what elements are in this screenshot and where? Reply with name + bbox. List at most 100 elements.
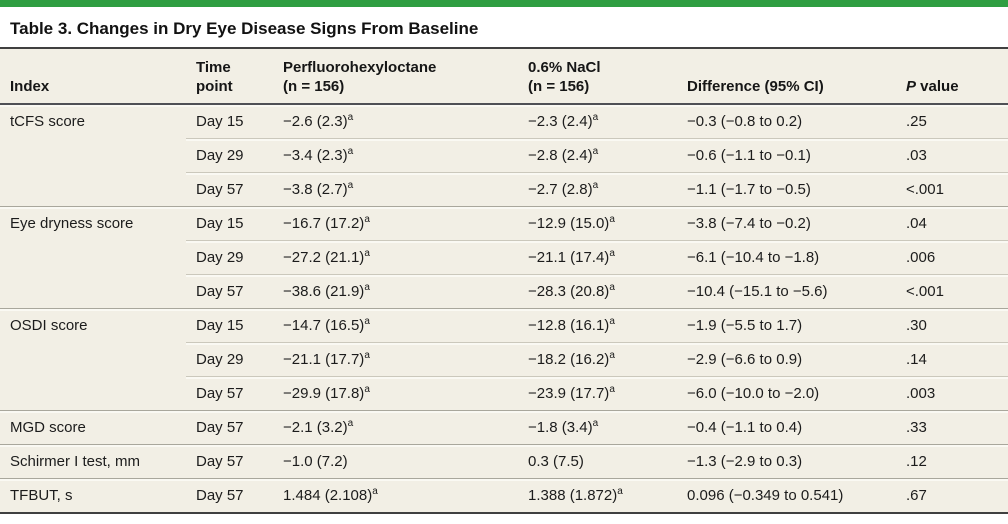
time-cell: Day 15 <box>186 103 273 139</box>
time-cell: Day 57 <box>186 410 273 445</box>
footnote-marker: a <box>347 418 354 429</box>
difference-cell: −1.9 (−5.5 to 1.7) <box>677 308 896 343</box>
col-header-diff: Difference (95% CI) <box>677 48 896 105</box>
time-cell: Day 15 <box>186 308 273 343</box>
nacl-value-cell: −21.1 (17.4)a <box>518 240 677 275</box>
table-row: Schirmer I test, mm Day 57 −1.0 (7.2) 0.3 (… <box>0 444 1008 479</box>
index-cell: TFBUT, s <box>0 478 186 513</box>
p-value-cell: .33 <box>896 410 1008 445</box>
table-row: tCFS score Day 15 −2.6 (2.3)a −2.3 (2.4)a −0… <box>0 103 1008 207</box>
table-row: Eye dryness score Day 15 −16.7 (17.2)a −12.… <box>0 206 1008 309</box>
difference-cell: −0.3 (−0.8 to 0.2) <box>677 103 896 139</box>
p-value-cell: .14 <box>896 342 1008 377</box>
nacl-value-cell: −1.8 (3.4)a <box>518 410 677 445</box>
table-row: MGD score Day 57 −2.1 (3.2)a −1.8 (3.4)a −0.… <box>0 410 1008 445</box>
nacl-value-cell: −2.7 (2.8)a <box>518 172 677 207</box>
footnote-marker: a <box>364 384 370 395</box>
footnote-marker: a <box>364 350 370 361</box>
nacl-value-cell: −12.8 (16.1)a <box>518 308 677 343</box>
italic-lead: P <box>906 78 917 95</box>
pfh-value-cell: −27.2 (21.1)a <box>273 240 518 275</box>
footnote-marker: a <box>609 384 615 395</box>
pfh-value-cell: −29.9 (17.8)a <box>273 376 518 411</box>
difference-cell: −6.1 (−10.4 to −1.8) <box>677 240 896 275</box>
time-cell: Day 57 <box>186 478 273 513</box>
data-table: Index Time point Perfluorohexyloctane (n =… <box>0 47 1008 514</box>
difference-cell: −10.4 (−15.1 to −5.6) <box>677 274 896 309</box>
footnote-marker: a <box>347 180 354 191</box>
difference-cell: 0.096 (−0.349 to 0.541) <box>677 478 896 513</box>
table-title: Table 3. Changes in Dry Eye Disease Sign… <box>10 19 479 38</box>
col-header-index: Index <box>0 48 186 105</box>
pfh-value-cell: −2.1 (3.2)a <box>273 410 518 445</box>
pfh-value-cell: 1.484 (2.108)a <box>273 478 518 513</box>
p-value-cell: <.001 <box>896 172 1008 207</box>
footnote-marker: a <box>617 486 623 497</box>
nacl-value-cell: −2.3 (2.4)a <box>518 103 677 139</box>
pfh-value-cell: −2.6 (2.3)a <box>273 103 518 139</box>
pfh-value-cell: −21.1 (17.7)a <box>273 342 518 377</box>
p-value-cell: .25 <box>896 103 1008 139</box>
footnote-marker: a <box>592 418 599 429</box>
difference-cell: −0.4 (−1.1 to 0.4) <box>677 410 896 445</box>
index-cell: Eye dryness score <box>0 206 186 309</box>
nacl-value-cell: −23.9 (17.7)a <box>518 376 677 411</box>
p-value-cell: .12 <box>896 444 1008 479</box>
footnote-marker: a <box>609 350 615 361</box>
nacl-value-cell: −18.2 (16.2)a <box>518 342 677 377</box>
p-value-cell: .67 <box>896 478 1008 513</box>
p-value-cell: .006 <box>896 240 1008 275</box>
table-row: Day 29 −3.4 (2.3)a −2.8 (2.4)a −0.6 (−1.1 t… <box>0 138 1008 173</box>
time-cell: Day 15 <box>186 206 273 241</box>
table-row: TFBUT, s Day 57 1.484 (2.108)a 1.388 (1.872… <box>0 478 1008 513</box>
time-cell: Day 57 <box>186 444 273 479</box>
col-header-p: P value <box>896 48 1008 105</box>
footnote-marker: a <box>347 146 354 157</box>
header-row: Index Time point Perfluorohexyloctane (n =… <box>0 48 1008 105</box>
difference-cell: −1.3 (−2.9 to 0.3) <box>677 444 896 479</box>
difference-cell: −6.0 (−10.0 to −2.0) <box>677 376 896 411</box>
footnote-marker: a <box>609 214 615 225</box>
time-cell: Day 57 <box>186 274 273 309</box>
table-row: Day 29 −21.1 (17.7)a −18.2 (16.2)a −2.9 (−6… <box>0 342 1008 377</box>
p-value-cell: .04 <box>896 206 1008 241</box>
footnote-marker: a <box>364 316 370 327</box>
footnote-marker: a <box>592 180 599 191</box>
pfh-value-cell: −38.6 (21.9)a <box>273 274 518 309</box>
time-cell: Day 57 <box>186 376 273 411</box>
time-cell: Day 29 <box>186 342 273 377</box>
accent-bar <box>0 0 1008 7</box>
nacl-value-cell: 0.3 (7.5) <box>518 444 677 479</box>
difference-cell: −3.8 (−7.4 to −0.2) <box>677 206 896 241</box>
pfh-value-cell: −3.4 (2.3)a <box>273 138 518 173</box>
table-row: Day 57 −38.6 (21.9)a −28.3 (20.8)a −10.4 (−… <box>0 274 1008 309</box>
col-header-pfh: Perfluorohexyloctane (n = 156) <box>273 48 518 105</box>
pfh-value-cell: −16.7 (17.2)a <box>273 206 518 241</box>
index-cell: tCFS score <box>0 103 186 207</box>
footnote-marker: a <box>372 486 378 497</box>
p-value-cell: .03 <box>896 138 1008 173</box>
col-header-nacl: 0.6% NaCl (n = 156) <box>518 48 677 105</box>
table-row: Day 57 −3.8 (2.7)a −2.7 (2.8)a −1.1 (−1.7 t… <box>0 172 1008 207</box>
difference-cell: −1.1 (−1.7 to −0.5) <box>677 172 896 207</box>
pfh-value-cell: −1.0 (7.2) <box>273 444 518 479</box>
table-row: Day 29 −27.2 (21.1)a −21.1 (17.4)a −6.1 (−1… <box>0 240 1008 275</box>
pfh-value-cell: −3.8 (2.7)a <box>273 172 518 207</box>
footnote-marker: a <box>592 146 599 157</box>
footnote-marker: a <box>609 248 615 259</box>
p-value-cell: <.001 <box>896 274 1008 309</box>
table-row: OSDI score Day 15 −14.7 (16.5)a −12.8 (16.1… <box>0 308 1008 411</box>
index-cell: Schirmer I test, mm <box>0 444 186 479</box>
difference-cell: −0.6 (−1.1 to −0.1) <box>677 138 896 173</box>
nacl-value-cell: 1.388 (1.872)a <box>518 478 677 513</box>
time-cell: Day 29 <box>186 138 273 173</box>
footnote-marker: a <box>364 248 370 259</box>
pfh-value-cell: −14.7 (16.5)a <box>273 308 518 343</box>
time-cell: Day 57 <box>186 172 273 207</box>
footnote-marker: a <box>592 112 599 123</box>
index-cell: OSDI score <box>0 308 186 411</box>
footnote-marker: a <box>347 112 354 123</box>
nacl-value-cell: −2.8 (2.4)a <box>518 138 677 173</box>
col-header-time: Time point <box>186 48 273 105</box>
